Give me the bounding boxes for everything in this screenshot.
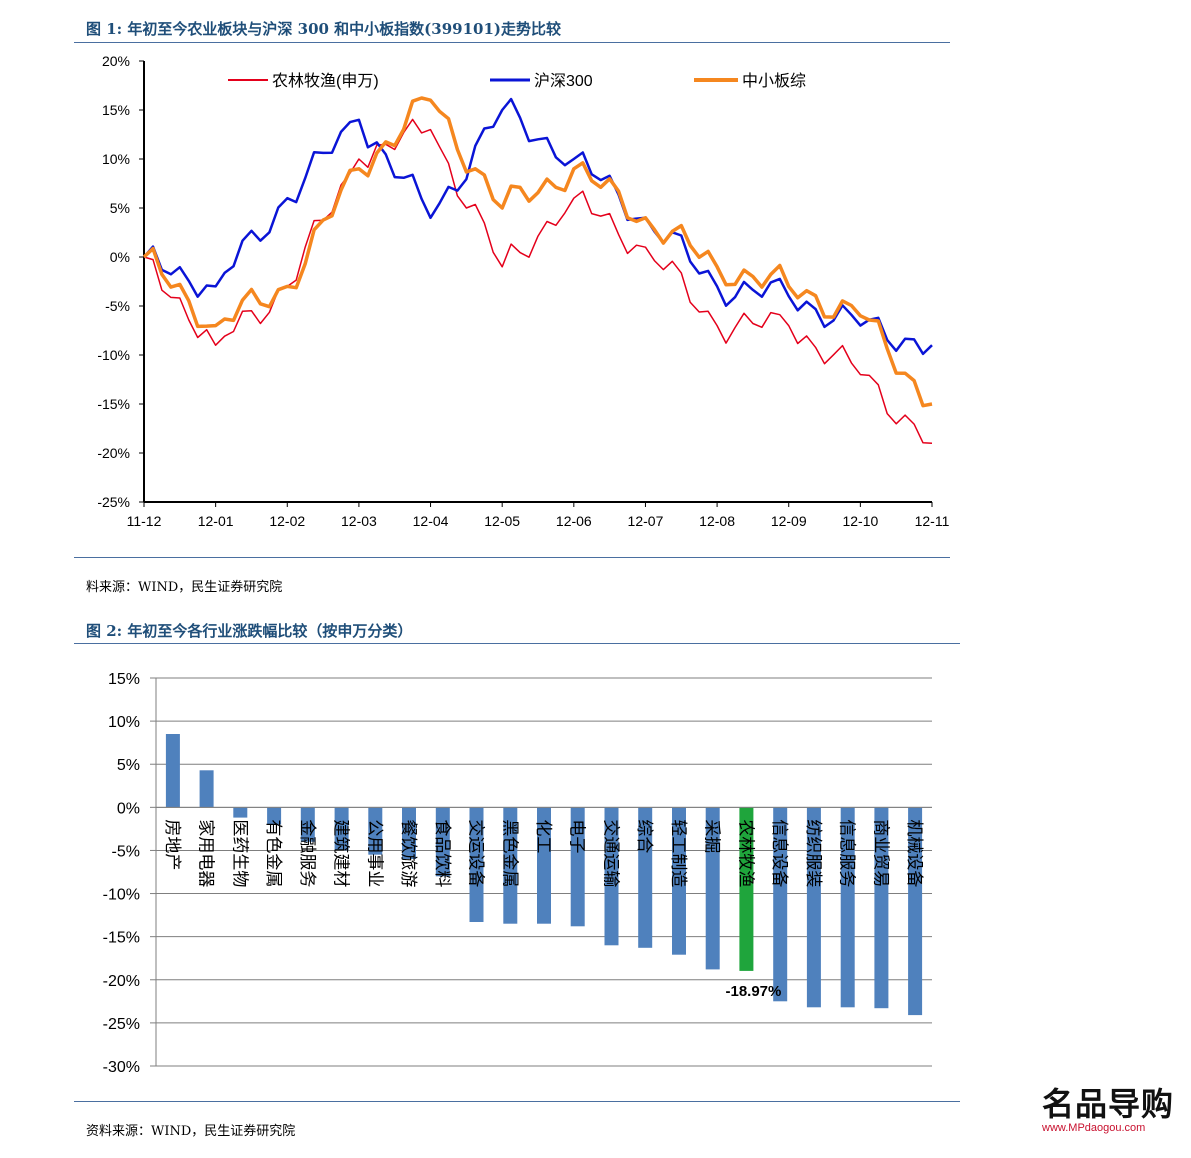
category-label: 电子	[567, 819, 587, 853]
category-label: 家用电器	[196, 819, 216, 887]
x-tick-label: 12-07	[628, 513, 664, 529]
category-label: 公用事业	[364, 819, 384, 887]
bar	[267, 807, 282, 825]
figure2-bottom-rule	[74, 1101, 960, 1102]
x-tick-label: 12-01	[198, 513, 234, 529]
category-label: 医药生物	[229, 819, 249, 887]
category-label: 纺织服装	[803, 819, 823, 887]
bar	[638, 807, 653, 948]
y-tick-label: 10%	[102, 151, 130, 167]
y-tick-label: 10%	[108, 714, 140, 731]
x-tick-label: 12-02	[269, 513, 305, 529]
bar	[537, 807, 551, 924]
bar	[570, 807, 585, 927]
legend-label: 沪深300	[534, 72, 593, 90]
series-line	[142, 96, 933, 408]
category-label: 农林牧渔	[735, 819, 755, 887]
x-tick-label: 12-05	[484, 513, 520, 529]
y-tick-label: -30%	[103, 1059, 140, 1076]
category-label: 房地产	[162, 819, 182, 870]
x-tick-label: 12-04	[413, 513, 449, 529]
bar	[773, 807, 788, 1002]
series-line	[143, 118, 933, 444]
line-chart: 20% 15% 10% 5% 0% -5% -10% -15% -20% -25% 11-12 12-…	[97, 53, 950, 529]
bar	[334, 807, 349, 851]
x-tick-label: 12-11	[915, 513, 950, 529]
bar	[469, 807, 484, 922]
category-label: 有色金属	[263, 819, 283, 887]
y-tick-label: -20%	[103, 973, 140, 990]
y-tick-label: -10%	[97, 347, 130, 363]
figure2-title: 图 2: 年初至今各行业涨跌幅比较（按申万分类）	[86, 622, 413, 640]
y-tick-label: -25%	[103, 1016, 140, 1033]
bar	[300, 807, 315, 842]
x-tick-label: 12-08	[699, 513, 735, 529]
y-tick-label: 5%	[117, 757, 140, 774]
category-label: 机械设备	[904, 819, 924, 887]
legend-label: 农林牧渔(申万)	[272, 72, 379, 90]
bar	[165, 734, 180, 808]
category-label: 金融服务	[297, 819, 317, 887]
y-tick-label: -15%	[97, 396, 130, 412]
bar	[672, 807, 686, 955]
bar	[739, 807, 754, 971]
x-tick-label: 12-06	[556, 513, 592, 529]
y-tick-label: 5%	[110, 200, 130, 216]
bar	[806, 807, 821, 1008]
figure2-source: 资料来源：WIND，民生证券研究院	[86, 1124, 296, 1139]
bar	[503, 807, 518, 924]
category-label: 信息设备	[769, 819, 789, 887]
bar	[368, 807, 383, 855]
x-tick-label: 12-10	[842, 513, 878, 529]
bar	[233, 807, 248, 818]
category-label: 餐饮旅游	[398, 819, 418, 887]
y-tick-label: 15%	[102, 102, 130, 118]
x-tick-label: 11-12	[127, 513, 162, 529]
figure1-bottom-rule	[74, 557, 950, 558]
category-label: 轻工制造	[668, 819, 688, 887]
site-logo: 名品导购 www.MPdaogou.com	[1042, 1085, 1175, 1146]
y-tick-label: -5%	[112, 843, 140, 860]
category-label: 信息服务	[837, 819, 857, 887]
figure1-source: 料来源：WIND，民生证券研究院	[86, 580, 283, 595]
figure2-title-rule	[74, 643, 960, 644]
y-tick-label: -25%	[97, 494, 130, 510]
bar	[435, 807, 450, 877]
category-label: 食品饮料	[432, 819, 452, 887]
bar	[840, 807, 855, 1008]
figure1-title-rule	[74, 42, 950, 43]
y-tick-label: 0%	[110, 249, 130, 265]
category-label: 综合	[634, 819, 654, 853]
x-tick-label: 12-03	[341, 513, 377, 529]
bar	[199, 770, 214, 808]
logo-text: 名品导购	[1042, 1085, 1175, 1123]
legend-label: 中小板综	[742, 72, 806, 90]
bar	[874, 807, 889, 1009]
category-label: 采掘	[702, 819, 722, 853]
category-label: 黑色金属	[499, 819, 519, 887]
data-label: -18.97%	[725, 983, 781, 1000]
logo-url: www.MPdaogou.com	[1042, 1122, 1146, 1134]
bar-chart: 15% 10% 5% 0% -5% -10% -15% -20% -25% -30% 房地产 家用电器…	[103, 671, 932, 1076]
y-tick-label: -15%	[103, 930, 140, 947]
y-tick-label: -5%	[105, 298, 130, 314]
bar	[402, 807, 416, 859]
bar	[604, 807, 619, 946]
y-tick-label: -20%	[97, 445, 130, 461]
y-tick-label: 20%	[102, 53, 130, 69]
category-label: 交运设备	[466, 819, 486, 887]
category-label: 化工	[533, 819, 553, 853]
bar	[908, 807, 923, 1016]
category-label: 建筑建材	[331, 819, 351, 887]
category-label: 交通运输	[601, 819, 621, 887]
y-tick-label: 15%	[108, 671, 140, 688]
y-tick-label: 0%	[117, 800, 140, 817]
x-tick-label: 12-09	[771, 513, 807, 529]
figure1-title: 图 1: 年初至今农业板块与沪深 300 和中小板指数(399101)走势比较	[86, 20, 561, 38]
series-line	[143, 97, 933, 356]
category-label: 商业贸易	[870, 819, 890, 887]
y-tick-label: -10%	[103, 887, 140, 904]
bar	[705, 807, 720, 970]
